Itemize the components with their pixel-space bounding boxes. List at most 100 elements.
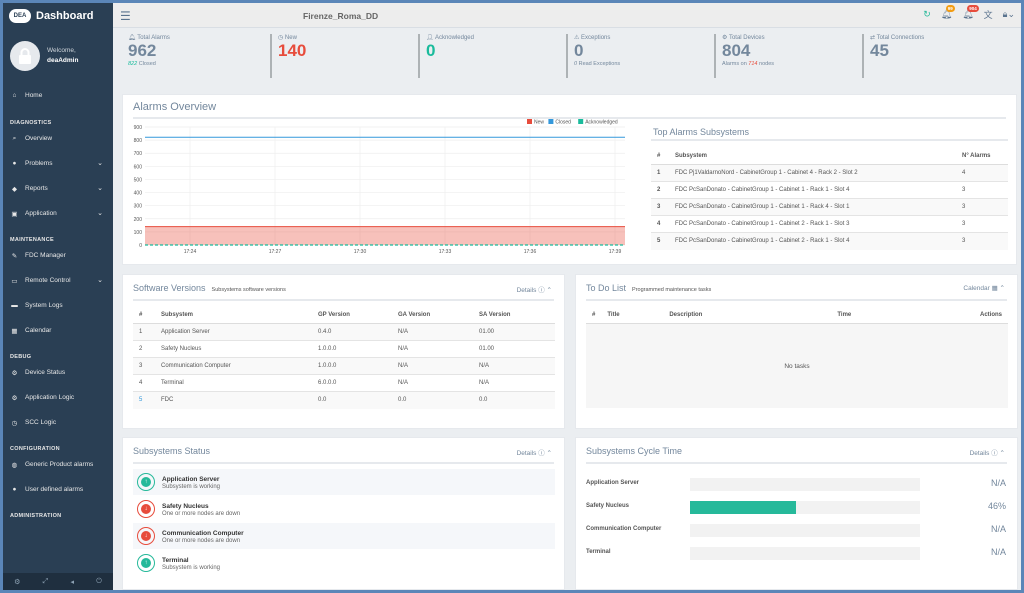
avatar <box>10 40 40 71</box>
section-maintenance: MAINTENANCE <box>10 237 54 243</box>
profile: Welcome, deaAdmin <box>3 28 113 83</box>
status-row: ↓ Safety Nucleus One or more nodes are do… <box>133 496 555 523</box>
nav-application[interactable]: ▣ Application ⌄ <box>3 201 113 226</box>
volume-icon[interactable]: ◂ <box>70 578 75 586</box>
refresh-icon[interactable]: ↻ <box>923 9 931 19</box>
x-tick-label: 17:27 <box>269 249 282 255</box>
home-icon: ⌂ <box>12 92 17 99</box>
y-tick-label: 300 <box>134 204 143 210</box>
table-cell: N/A <box>392 357 473 375</box>
divider <box>651 139 1008 141</box>
power-icon[interactable]: ⏻ <box>96 577 102 585</box>
translate-icon[interactable]: 文 <box>983 10 993 20</box>
nav-system-logs-label: System Logs <box>25 302 63 309</box>
nav-remote-control[interactable]: ▭ Remote Control ⌄ <box>3 268 113 293</box>
nav-user-defined-alarms[interactable]: ● User defined alarms <box>3 477 113 502</box>
status-row: ↓ Communication Computer One or more node… <box>133 523 555 550</box>
nav-scc-logic[interactable]: ◷ SCC Logic <box>3 410 113 435</box>
software-versions-table: # Subsystem GP Version GA Version SA Ver… <box>133 307 555 409</box>
table-cell: 3 <box>956 215 1008 233</box>
nav-overview[interactable]: ⌕ Overview <box>3 126 113 151</box>
status-text: One or more nodes are down <box>162 510 241 517</box>
nav-problems[interactable]: ● Problems ⌄ <box>3 151 113 176</box>
stat-exceptions-sub: 0 Read Exceptions <box>574 61 621 67</box>
table-cell: 2 <box>651 181 669 199</box>
cube-icon: ▣ <box>11 210 18 218</box>
nav-fdc-manager-label: FDC Manager <box>25 252 66 259</box>
details-button[interactable]: Details ⓘ ⌃ <box>516 450 552 457</box>
alarms-chart: 0 100 200 300 400 500 600 700 800 900 17:24 17:27 17… <box>134 119 625 255</box>
stat-total-connections: ⇄ Total Connections 45 <box>862 34 1010 78</box>
nav-device-status[interactable]: ⚙ Device Status <box>3 360 113 385</box>
x-tick-label: 17:33 <box>439 249 452 255</box>
stat-total-devices-label: ⚙ Total Devices <box>722 35 765 41</box>
table-cell: FDC PcSanDonato - CabinetGroup 1 - Cabin… <box>669 232 956 250</box>
software-versions-title: Software Versions Subsystems software ver… <box>133 283 286 293</box>
nav-application-logic[interactable]: ⚙ Application Logic <box>3 385 113 410</box>
y-tick-label: 400 <box>134 191 143 197</box>
nav-reports[interactable]: ◆ Reports ⌄ <box>3 176 113 201</box>
nav-system-logs[interactable]: ▬ System Logs <box>3 293 113 318</box>
cycle-progress-bar <box>690 478 920 491</box>
cycle-value: N/A <box>990 478 1006 488</box>
x-tick-label: 17:30 <box>354 249 367 255</box>
divider <box>133 462 554 464</box>
section-administration: ADMINISTRATION <box>10 513 62 519</box>
search-icon: ⌕ <box>12 134 17 142</box>
stats-row: 🔔︎ Total Alarms 962 822 Closed ◷ New 140… <box>122 34 1012 78</box>
nav-fdc-manager[interactable]: ✎ FDC Manager <box>3 243 113 268</box>
table-cell: FDC PcSanDonato - CabinetGroup 1 - Cabin… <box>669 215 956 233</box>
sidebar: DEA Dashboard Welcome, deaAdmin ⌂ Home DI… <box>3 3 113 590</box>
col-header: N° Alarms <box>956 148 1008 165</box>
legend-label: Acknowledged <box>585 120 618 126</box>
alarm-bell-icon[interactable]: 🔔︎ 99 <box>940 5 955 19</box>
cycle-label: Safety Nucleus <box>586 503 630 509</box>
notification-bell-icon[interactable]: 🔔︎ 904 <box>962 5 979 19</box>
col-header: SA Version <box>473 307 555 324</box>
nav-home[interactable]: ⌂ Home <box>3 83 113 108</box>
col-header: Title <box>601 307 664 324</box>
user-icon: ● <box>12 486 17 493</box>
cycle-progress-bar <box>690 524 920 537</box>
alarms-overview-panel: Alarms Overview 0 100 200 300 400 500 600 700 80… <box>122 94 1017 265</box>
alert-icon: ● <box>12 160 17 167</box>
clock-icon: ◷ <box>11 419 18 427</box>
col-header: Time <box>831 307 932 324</box>
table-cell: 1 <box>651 164 669 182</box>
col-header: GP Version <box>312 307 392 324</box>
nav-generic-product-alarms[interactable]: ◍ Generic Product alarms <box>3 452 113 477</box>
y-tick-label: 500 <box>134 177 143 183</box>
settings-icon[interactable]: ⚙ <box>14 578 21 586</box>
subsystems-status-panel: Subsystems Status Details ⓘ ⌃ ↑ Applicat… <box>122 437 565 590</box>
menu-toggle-icon[interactable]: ☰ <box>120 9 131 23</box>
y-tick-label: 200 <box>134 217 143 223</box>
brand[interactable]: DEA Dashboard <box>3 3 113 28</box>
details-button[interactable]: Details ⓘ ⌃ <box>516 287 552 294</box>
topbar: ☰ Firenze_Roma_DD ↻ 🔔︎ 99 🔔︎ 904 文 🔒︎⌄ <box>113 3 1021 28</box>
fullscreen-icon[interactable]: ⤢ <box>42 577 49 585</box>
legend-swatch <box>527 119 532 124</box>
alarm-badge: 99 <box>945 5 955 12</box>
nav-calendar[interactable]: ▦ Calendar <box>3 318 113 343</box>
chevron-down-icon: ⌄ <box>97 277 103 284</box>
status-name: Communication Computer <box>162 529 244 537</box>
table-cell: 3 <box>956 198 1008 216</box>
table-cell: 5 <box>133 391 155 409</box>
nav-application-logic-label: Application Logic <box>25 394 75 401</box>
table-cell: 2 <box>133 340 155 358</box>
series-area-new <box>145 226 625 245</box>
table-row: 3 Communication Computer 1.0.0.0 N/A N/A <box>133 357 555 375</box>
lock-menu-icon[interactable]: 🔒︎⌄ <box>1002 9 1015 19</box>
laptop-icon: ▭ <box>11 277 18 285</box>
divider <box>133 117 1006 119</box>
legend-swatch <box>548 119 554 124</box>
table-cell: 0.0 <box>392 391 473 409</box>
table-cell: 3 <box>651 198 669 216</box>
table-row: 2 FDC PcSanDonato - CabinetGroup 1 - Cabi… <box>651 181 1008 199</box>
calendar-button[interactable]: Calendar ▦ ⌃ <box>963 285 1005 292</box>
notification-badge: 904 <box>967 5 979 12</box>
details-button[interactable]: Details ⓘ ⌃ <box>969 450 1005 457</box>
table-cell: 1 <box>133 323 155 341</box>
x-tick-label: 17:24 <box>184 249 197 255</box>
status-text: Subsystem is working <box>162 564 221 571</box>
